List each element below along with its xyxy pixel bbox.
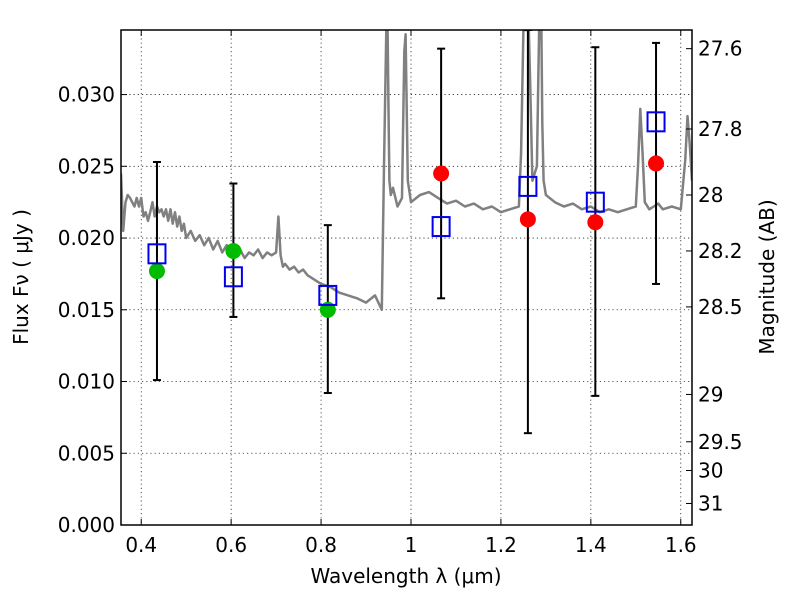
magnitude-tick-label: 28.2	[698, 239, 743, 263]
y-tick-label: 0.030	[58, 83, 115, 107]
x-tick-label: 0.4	[125, 533, 157, 557]
x-tick-label: 1.6	[665, 533, 697, 557]
marker-layer	[147, 111, 666, 318]
model-flux-point	[318, 284, 338, 306]
magnitude-tick-label: 29	[698, 382, 723, 406]
template-sed-layer	[121, 30, 692, 312]
model-flux-point	[518, 175, 538, 197]
y-axis-title: Flux Fν ( μJy )	[9, 209, 33, 345]
magnitude-tick-label: 27.6	[698, 37, 743, 61]
magnitude-tick-label: 27.8	[698, 117, 743, 141]
x-tick-label: 1.4	[575, 533, 607, 557]
template-sed-line	[121, 30, 692, 312]
model-flux-point	[585, 191, 605, 213]
infrared-flux-point	[519, 211, 536, 228]
y-axis: 0.000 0.005 0.010 0.015 0.020 0.025 0.030	[58, 83, 127, 537]
y-tick-label: 0.010	[58, 370, 115, 394]
x-tick-label: 1	[405, 533, 418, 557]
magnitude-axis-title: Magnitude (AB)	[755, 199, 779, 354]
magnitude-tick-label: 29.5	[698, 430, 743, 454]
plot-frame	[120, 29, 693, 526]
optical-flux-point	[225, 242, 242, 259]
model-flux-point	[431, 216, 451, 238]
y-tick-label: 0.015	[58, 298, 115, 322]
x-axis-title: Wavelength λ (μm)	[310, 564, 501, 588]
magnitude-tick-label: 28.5	[698, 295, 743, 319]
magnitude-tick-label: 31	[698, 491, 723, 515]
errorbar-layer	[152, 30, 661, 435]
optical-flux-point	[148, 263, 165, 280]
y-tick-label: 0.025	[58, 154, 115, 178]
infrared-flux-point	[648, 155, 665, 172]
grid	[121, 30, 692, 526]
model-flux-point	[147, 243, 167, 265]
magnitude-axis: 27.6 27.8 28 28.2 28.5 29 29.5 30 31	[686, 37, 743, 515]
optical-flux-point	[319, 301, 336, 318]
y-tick-label: 0.005	[58, 441, 115, 465]
y-tick-label: 0.020	[58, 226, 115, 250]
magnitude-tick-label: 28	[698, 183, 723, 207]
infrared-flux-point	[587, 214, 604, 231]
magnitude-tick-label: 30	[698, 458, 723, 482]
x-tick-label: 1.2	[485, 533, 517, 557]
x-tick-label: 0.8	[305, 533, 337, 557]
infrared-flux-point	[433, 165, 450, 182]
x-tick-label: 0.6	[215, 533, 247, 557]
x-axis: 0.4 0.6 0.8 1 1.2 1.4 1.6	[125, 30, 697, 557]
model-flux-point	[223, 266, 243, 288]
model-flux-point	[646, 111, 666, 133]
y-tick-label: 0.000	[58, 513, 115, 537]
